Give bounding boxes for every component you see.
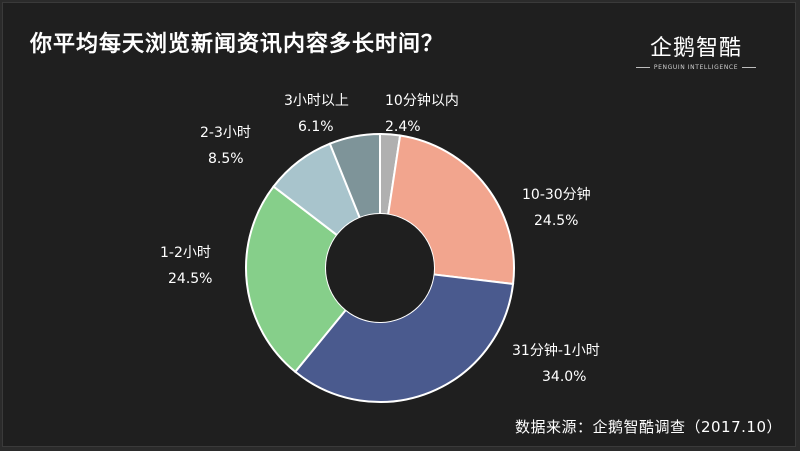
slice-name-5: 3小时以上 [284, 93, 349, 109]
slice-value-0: 2.4% [385, 119, 421, 135]
slice-name-2: 31分钟-1小时 [512, 343, 600, 359]
slice-label-0: 10分钟以内 2.4% [385, 88, 459, 140]
slice-value-5: 6.1% [298, 119, 334, 135]
donut-hole [326, 214, 434, 322]
slice-name-3: 1-2小时 [160, 245, 211, 261]
slice-name-4: 2-3小时 [200, 125, 251, 141]
slice-label-3: 1-2小时 24.5% [160, 240, 212, 292]
slice-value-3: 24.5% [168, 271, 213, 287]
page-title: 你平均每天浏览新闻资讯内容多长时间？ [30, 32, 445, 57]
slice-value-1: 24.5% [534, 213, 579, 229]
slice-name-0: 10分钟以内 [385, 93, 459, 109]
slice-value-4: 8.5% [208, 151, 244, 167]
brand-logo: 企鹅智酷 PENGUIN INTELLIGENCE [636, 30, 756, 80]
data-source-note: 数据来源：企鹅智酷调查（2017.10） [514, 418, 782, 436]
slice-value-2: 34.0% [542, 369, 587, 385]
logo-divider-left [636, 67, 650, 68]
slice-label-5: 3小时以上 6.1% [284, 88, 349, 140]
slice-label-4: 2-3小时 8.5% [200, 120, 251, 172]
logo-name: 企鹅智酷 [649, 36, 742, 61]
slice-name-1: 10-30分钟 [522, 187, 591, 203]
slice-label-1: 10-30分钟 24.5% [522, 182, 591, 234]
logo-subtitle: PENGUIN INTELLIGENCE [653, 64, 739, 71]
slice-label-2: 31分钟-1小时 34.0% [512, 338, 600, 390]
logo-divider-right [742, 67, 756, 68]
